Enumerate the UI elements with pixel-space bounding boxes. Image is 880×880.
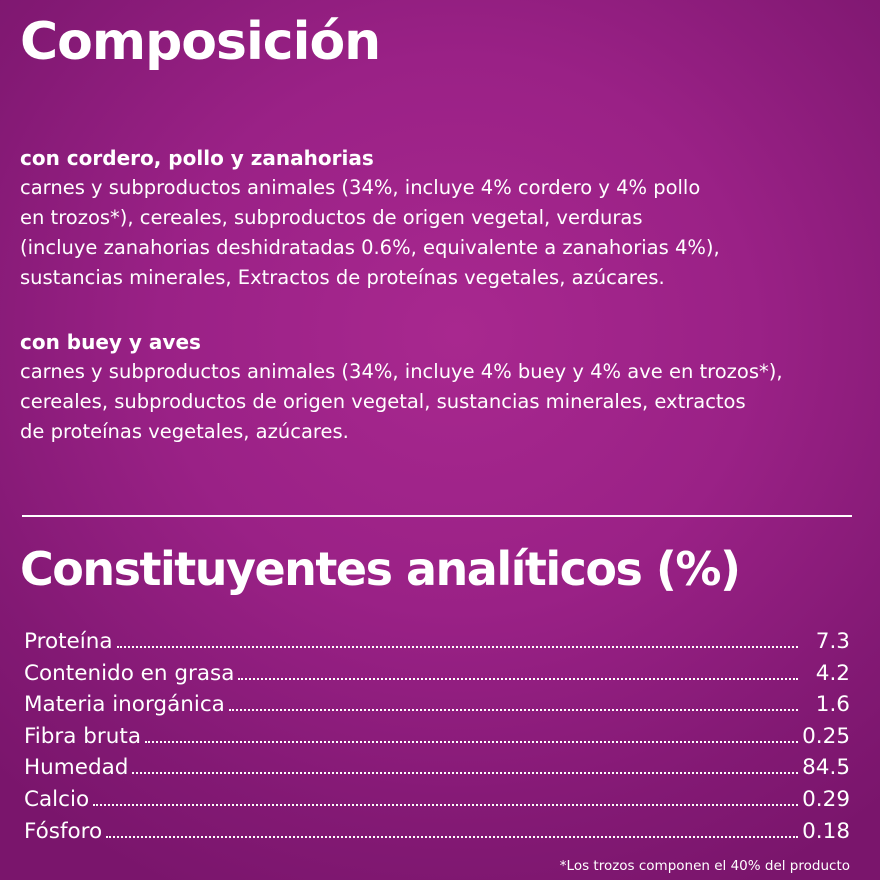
ingredients-line: de proteínas vegetales, azúcares. bbox=[20, 420, 349, 443]
dot-leader bbox=[116, 646, 798, 648]
analytics-row-phosphorus: Fósforo 0.18 bbox=[24, 816, 850, 848]
row-label: Materia inorgánica bbox=[24, 692, 225, 718]
row-label: Fibra bruta bbox=[24, 723, 141, 749]
analytics-row-protein: Proteína 7.3 bbox=[24, 626, 850, 658]
ingredients-line: cereales, subproductos de origen vegetal… bbox=[20, 390, 746, 413]
ingredients-line: (incluye zanahorias deshidratadas 0.6%, … bbox=[20, 236, 720, 259]
row-value: 0.25 bbox=[802, 723, 850, 749]
section-divider bbox=[22, 515, 852, 517]
section-ingredients: carnes y subproductos animales (34%, inc… bbox=[20, 173, 860, 293]
ingredients-line: carnes y subproductos animales (34%, inc… bbox=[20, 176, 701, 199]
dot-leader bbox=[106, 835, 798, 838]
row-value: 0.29 bbox=[802, 786, 850, 812]
ingredients-line: en trozos*), cereales, subproductos de o… bbox=[20, 206, 643, 229]
dot-leader bbox=[228, 709, 798, 712]
row-label: Contenido en grasa bbox=[24, 660, 235, 686]
section-title: con cordero, pollo y zanahorias bbox=[20, 146, 374, 170]
dot-leader bbox=[132, 772, 798, 775]
analytics-row-fat: Contenido en grasa 4.2 bbox=[24, 658, 850, 690]
row-label: Proteína bbox=[24, 629, 113, 654]
ingredients-line: sustancias minerales, Extractos de prote… bbox=[20, 266, 665, 289]
row-value: 4.2 bbox=[815, 660, 850, 686]
section-ingredients: carnes y subproductos animales (34%, inc… bbox=[20, 357, 860, 447]
dot-leader bbox=[238, 677, 798, 680]
analytics-row-moisture: Humedad 84.5 bbox=[24, 752, 850, 784]
row-value: 0.18 bbox=[802, 818, 850, 844]
analytics-title: Constituyentes analíticos (%) bbox=[20, 542, 741, 596]
row-label: Humedad bbox=[24, 755, 129, 781]
footnote: *Los trozos componen el 40% del producto bbox=[559, 858, 850, 874]
row-label: Calcio bbox=[24, 786, 90, 812]
composition-section-beef-poultry: con buey y aves carnes y subproductos an… bbox=[20, 327, 860, 447]
analytics-table: Proteína 7.3 Contenido en grasa 4.2 Mate… bbox=[24, 626, 850, 847]
analytics-row-ash: Materia inorgánica 1.6 bbox=[24, 689, 850, 721]
row-label: Fósforo bbox=[24, 818, 103, 844]
analytics-row-fiber: Fibra bruta 0.25 bbox=[24, 721, 850, 753]
analytics-row-calcium: Calcio 0.29 bbox=[24, 784, 850, 816]
composition-title: Composición bbox=[20, 12, 381, 72]
row-value: 7.3 bbox=[815, 629, 850, 654]
row-value: 84.5 bbox=[802, 755, 850, 781]
dot-leader bbox=[145, 740, 798, 743]
section-title: con buey y aves bbox=[20, 330, 201, 354]
ingredients-line: carnes y subproductos animales (34%, inc… bbox=[20, 360, 783, 383]
dot-leader bbox=[93, 803, 798, 806]
composition-section-lamb-chicken-carrots: con cordero, pollo y zanahorias carnes y… bbox=[20, 143, 860, 293]
row-value: 1.6 bbox=[815, 692, 850, 718]
